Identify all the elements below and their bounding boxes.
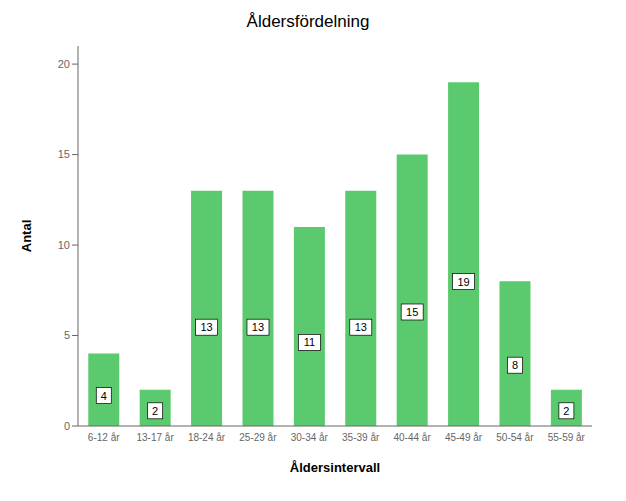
svg-text:15: 15: [58, 148, 70, 160]
svg-text:Åldersintervall: Åldersintervall: [290, 460, 380, 475]
svg-text:15: 15: [406, 306, 418, 318]
svg-text:40-44 år: 40-44 år: [393, 432, 431, 443]
svg-text:2: 2: [152, 405, 158, 417]
svg-text:55-59 år: 55-59 år: [548, 432, 586, 443]
svg-text:13-17 år: 13-17 år: [136, 432, 174, 443]
svg-text:18-24 år: 18-24 år: [188, 432, 226, 443]
svg-text:19: 19: [457, 276, 469, 288]
svg-text:4: 4: [101, 390, 107, 402]
svg-text:20: 20: [58, 58, 70, 70]
svg-text:8: 8: [512, 359, 518, 371]
svg-text:11: 11: [304, 336, 315, 348]
svg-text:13: 13: [355, 321, 367, 333]
html-text:Åldersfördelning: Åldersfördelning: [246, 12, 370, 31]
svg-text:13: 13: [252, 321, 264, 333]
svg-text:0: 0: [64, 420, 70, 432]
svg-text:5: 5: [64, 329, 70, 341]
svg-text:25-29 år: 25-29 år: [239, 432, 277, 443]
svg-text:Antal: Antal: [19, 220, 34, 253]
svg-text:10: 10: [58, 239, 70, 251]
svg-text:2: 2: [563, 405, 569, 417]
svg-text:50-54 år: 50-54 år: [496, 432, 534, 443]
svg-text:13: 13: [200, 321, 212, 333]
svg-text:6-12 år: 6-12 år: [88, 432, 120, 443]
svg-text:30-34 år: 30-34 år: [291, 432, 329, 443]
svg-text:35-39 år: 35-39 år: [342, 432, 380, 443]
svg-text:45-49 år: 45-49 år: [445, 432, 483, 443]
